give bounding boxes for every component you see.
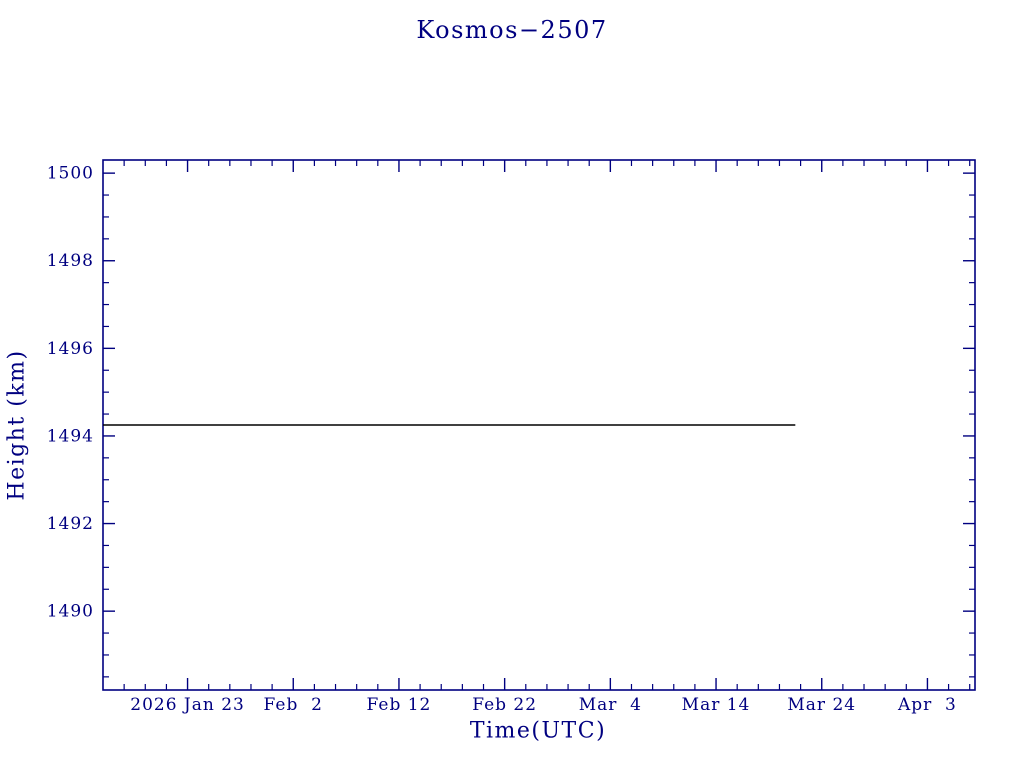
svg-text:Mar 24: Mar 24 [787, 695, 856, 715]
svg-text:1490: 1490 [47, 602, 94, 622]
svg-text:1498: 1498 [47, 251, 94, 271]
svg-text:Feb 12: Feb 12 [367, 695, 432, 715]
chart-title: Kosmos−2507 [416, 16, 608, 44]
svg-text:Feb 22: Feb 22 [472, 695, 537, 715]
svg-text:2026 Jan 23: 2026 Jan 23 [130, 695, 245, 715]
x-axis-label: Time(UTC) [469, 718, 607, 744]
svg-text:1500: 1500 [47, 164, 94, 184]
svg-text:Mar 4: Mar 4 [579, 695, 642, 715]
svg-text:Feb 2: Feb 2 [264, 695, 323, 715]
svg-text:1496: 1496 [47, 339, 94, 359]
svg-text:1494: 1494 [47, 426, 94, 446]
svg-text:1492: 1492 [47, 514, 94, 534]
svg-text:Apr 3: Apr 3 [897, 695, 957, 715]
svg-text:Mar 14: Mar 14 [682, 695, 751, 715]
